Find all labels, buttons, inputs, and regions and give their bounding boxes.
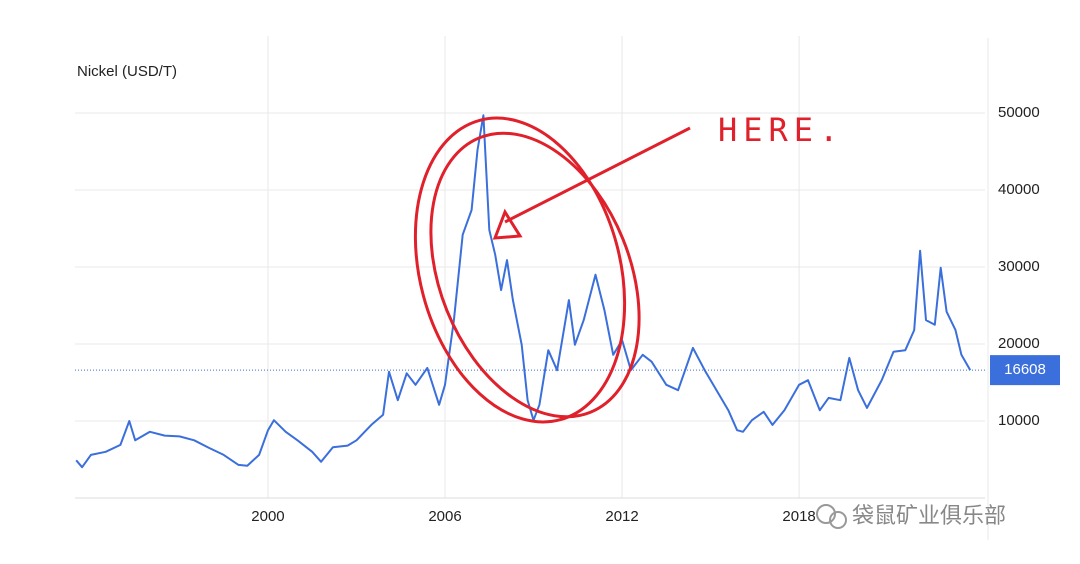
y-tick-label: 40000 — [998, 181, 1040, 198]
x-tick-label: 2018 — [782, 508, 815, 525]
hand-drawing — [413, 116, 691, 424]
watermark: 袋鼠矿业俱乐部 — [852, 503, 1006, 528]
last-value-label: 16608 — [1004, 361, 1046, 378]
y-tick-label: 20000 — [998, 335, 1040, 352]
chart-title: Nickel (USD/T) — [77, 63, 177, 80]
y-tick-label: 30000 — [998, 258, 1040, 275]
last-value-box — [990, 355, 1060, 386]
x-tick-label: 2012 — [605, 508, 638, 525]
y-tick-label: 10000 — [998, 412, 1040, 429]
watermark-icon — [816, 504, 847, 529]
x-tick-label: 2000 — [251, 508, 284, 525]
x-tick-label: 2006 — [428, 508, 461, 525]
price-line — [75, 114, 972, 469]
y-tick-label: 50000 — [998, 104, 1040, 121]
annotation: HERE. — [718, 111, 844, 149]
